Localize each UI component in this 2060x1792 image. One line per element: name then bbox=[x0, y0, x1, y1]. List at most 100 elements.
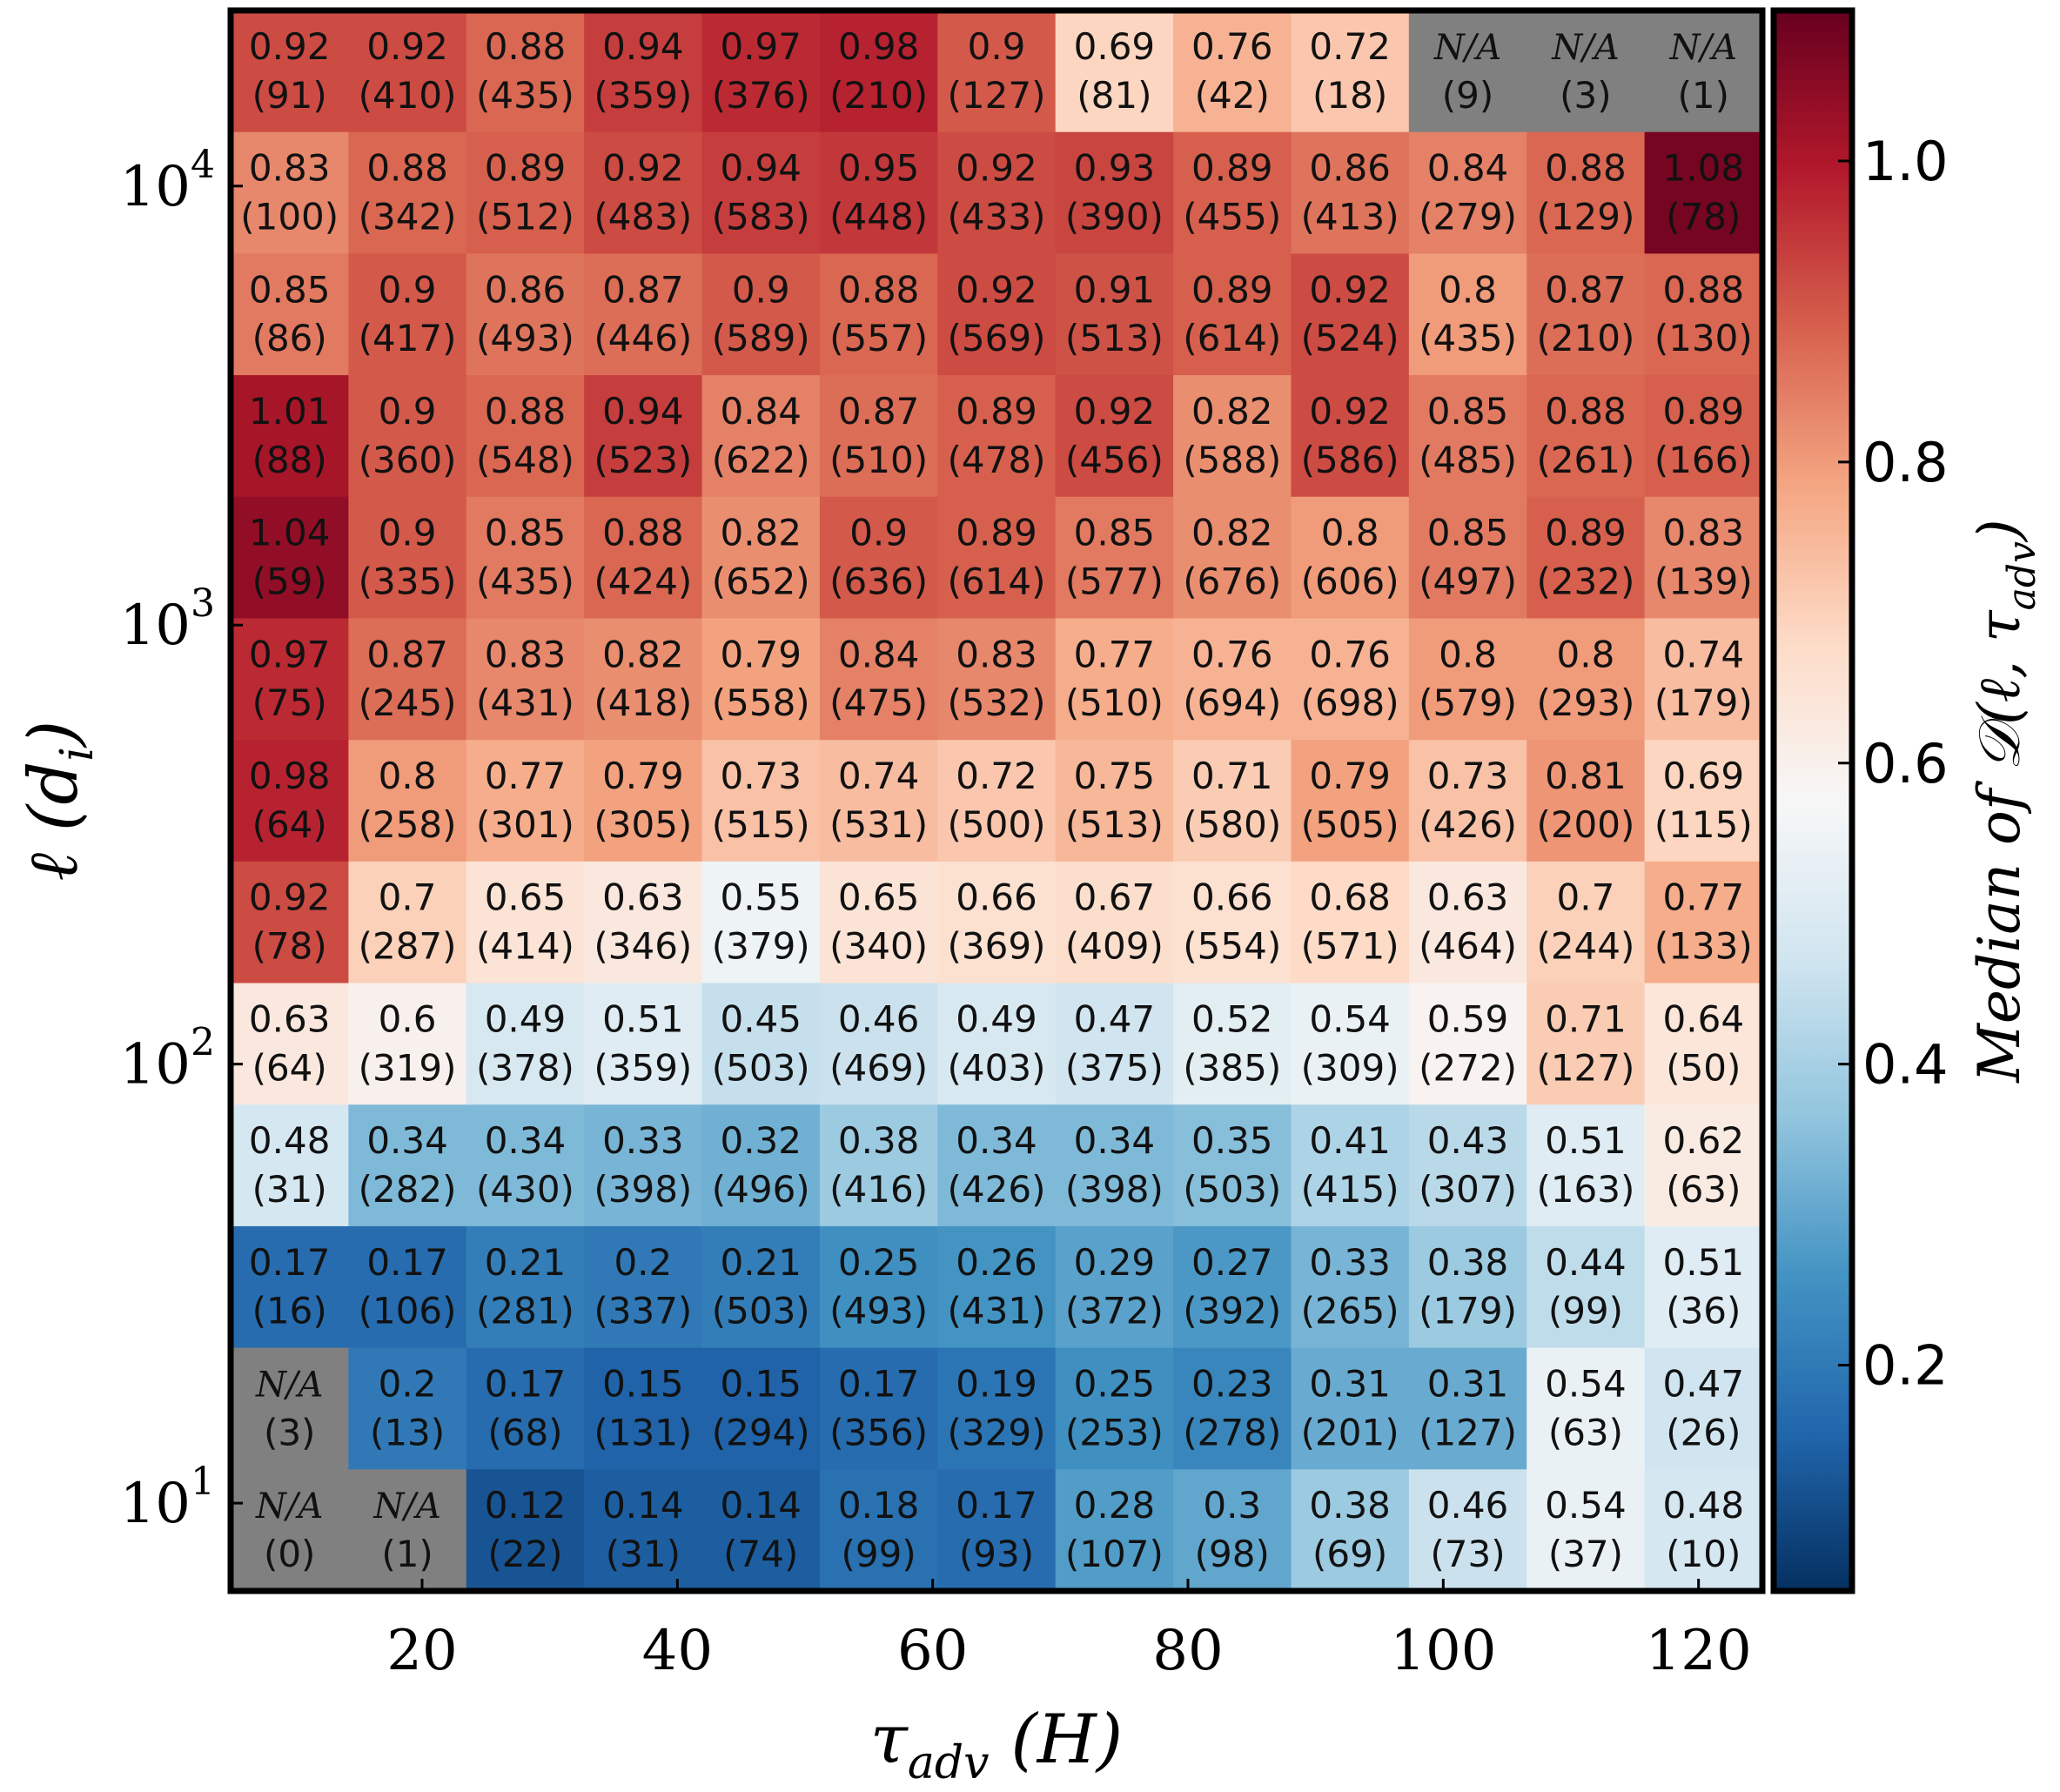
heatmap-cell bbox=[1527, 253, 1646, 376]
heatmap-cell bbox=[1055, 983, 1174, 1105]
y-axis-ticks: 104 103 102 101 bbox=[120, 143, 243, 1536]
cell-count-label: (376) bbox=[712, 74, 810, 117]
heatmap-cell bbox=[231, 983, 349, 1105]
cell-value-label: 0.73 bbox=[1427, 755, 1509, 797]
cell-count-label: (272) bbox=[1419, 1046, 1517, 1089]
cell-value-label: 0.89 bbox=[1663, 390, 1745, 433]
cell-value-label: 0.6 bbox=[379, 997, 437, 1040]
cell-value-label: 0.72 bbox=[1309, 25, 1391, 68]
cell-count-label: (163) bbox=[1536, 1168, 1634, 1211]
cell-value-label: N/A bbox=[372, 1487, 440, 1527]
y-tick-label: 102 bbox=[120, 1021, 215, 1097]
x-axis-ticks: 20 40 60 80 100 120 bbox=[386, 1579, 1752, 1683]
heatmap-cell bbox=[1408, 131, 1527, 254]
heatmap-cell bbox=[584, 1225, 703, 1349]
heatmap-cell bbox=[584, 1104, 703, 1227]
cell-value-label: 0.88 bbox=[602, 512, 684, 554]
cell-count-label: (483) bbox=[594, 195, 692, 238]
heatmap-cell bbox=[466, 740, 585, 862]
cell-value-label: 0.32 bbox=[720, 1119, 802, 1162]
cell-count-label: (577) bbox=[1065, 560, 1164, 603]
cell-count-label: (360) bbox=[359, 439, 457, 481]
cell-value-label: 0.34 bbox=[1074, 1119, 1156, 1162]
cell-count-label: (115) bbox=[1654, 803, 1753, 846]
cell-value-label: 0.33 bbox=[602, 1119, 684, 1162]
cell-value-label: 0.94 bbox=[602, 25, 684, 68]
cell-value-label: 0.67 bbox=[1074, 876, 1156, 919]
cell-value-label: 0.47 bbox=[1663, 1362, 1745, 1405]
cell-value-label: 0.34 bbox=[485, 1119, 567, 1162]
heatmap-cell bbox=[348, 375, 467, 498]
colorbar-tick-label: 1.0 bbox=[1862, 130, 1949, 193]
cell-count-label: (130) bbox=[1654, 317, 1753, 359]
cell-value-label: 0.23 bbox=[1191, 1362, 1273, 1405]
cell-value-label: 0.66 bbox=[1191, 876, 1273, 919]
cell-count-label: (42) bbox=[1195, 74, 1270, 117]
heatmap-cell bbox=[819, 253, 938, 376]
cell-value-label: 0.88 bbox=[366, 147, 448, 190]
heatmap-cell bbox=[584, 253, 703, 376]
cell-value-label: 0.46 bbox=[1427, 1484, 1509, 1527]
cell-value-label: 0.95 bbox=[838, 147, 920, 190]
heatmap-cell bbox=[1055, 618, 1174, 741]
colorbar bbox=[1770, 7, 1855, 1594]
heatmap-cell bbox=[1644, 131, 1763, 254]
x-tick-label: 80 bbox=[1152, 1619, 1223, 1683]
heatmap-cell bbox=[1055, 1225, 1174, 1349]
heatmap-cell bbox=[1527, 10, 1646, 133]
cell-count-label: (319) bbox=[359, 1046, 457, 1089]
heatmap-cell bbox=[1644, 496, 1763, 620]
cell-count-label: (335) bbox=[359, 560, 457, 603]
cell-value-label: 0.86 bbox=[485, 268, 567, 311]
cell-count-label: (469) bbox=[829, 1046, 928, 1089]
cell-count-label: (64) bbox=[252, 803, 327, 846]
cell-value-label: 0.84 bbox=[720, 390, 802, 433]
colorbar-tick-label: 0.4 bbox=[1862, 1033, 1949, 1097]
heatmap-cell bbox=[1408, 10, 1527, 133]
cell-value-label: 0.89 bbox=[1191, 147, 1273, 190]
cell-count-label: (385) bbox=[1183, 1046, 1281, 1089]
heatmap-cell bbox=[1173, 983, 1292, 1105]
cell-value-label: 0.27 bbox=[1191, 1241, 1273, 1284]
cell-count-label: (390) bbox=[1065, 195, 1164, 238]
heatmap-cell bbox=[1055, 10, 1174, 133]
cell-count-label: (232) bbox=[1536, 560, 1634, 603]
cell-count-label: (3) bbox=[1560, 74, 1612, 117]
cell-count-label: (589) bbox=[712, 317, 810, 359]
cell-count-label: (63) bbox=[1548, 1411, 1623, 1453]
cell-count-label: (244) bbox=[1536, 925, 1634, 968]
cell-value-label: 0.94 bbox=[720, 147, 802, 190]
cell-value-label: 0.8 bbox=[1439, 633, 1497, 675]
heatmap-cell bbox=[1644, 618, 1763, 741]
cell-value-label: 1.04 bbox=[249, 512, 331, 554]
heatmap-cell bbox=[1644, 1347, 1763, 1470]
cell-count-label: (309) bbox=[1301, 1046, 1399, 1089]
cell-count-label: (261) bbox=[1536, 439, 1634, 481]
cell-count-label: (372) bbox=[1065, 1290, 1164, 1332]
cell-count-label: (329) bbox=[948, 1411, 1046, 1453]
cell-value-label: 0.59 bbox=[1427, 997, 1509, 1040]
cell-count-label: (403) bbox=[948, 1046, 1046, 1089]
cell-value-label: 0.79 bbox=[1309, 755, 1391, 797]
heatmap-cell bbox=[231, 618, 349, 741]
cell-count-label: (346) bbox=[594, 925, 692, 968]
cell-count-label: (558) bbox=[712, 681, 810, 724]
cell-value-label: 0.9 bbox=[968, 25, 1026, 68]
cell-count-label: (278) bbox=[1183, 1411, 1281, 1453]
heatmap-cell bbox=[231, 740, 349, 862]
heatmap-cell bbox=[1527, 1469, 1646, 1592]
x-tick-label: 120 bbox=[1646, 1619, 1752, 1683]
cell-count-label: (74) bbox=[723, 1533, 798, 1575]
cell-value-label: 0.34 bbox=[366, 1119, 448, 1162]
cell-count-label: (523) bbox=[594, 439, 692, 481]
heatmap-cell bbox=[1291, 1225, 1410, 1349]
heatmap-cell bbox=[1527, 496, 1646, 620]
heatmap-cell bbox=[937, 1347, 1057, 1470]
cell-count-label: (431) bbox=[948, 1290, 1046, 1332]
cell-value-label: 0.86 bbox=[1309, 147, 1391, 190]
cell-count-label: (10) bbox=[1666, 1533, 1741, 1575]
cell-count-label: (68) bbox=[487, 1411, 562, 1453]
cell-count-label: (13) bbox=[370, 1411, 445, 1453]
heatmap-cell bbox=[466, 131, 585, 254]
cell-count-label: (636) bbox=[829, 560, 928, 603]
